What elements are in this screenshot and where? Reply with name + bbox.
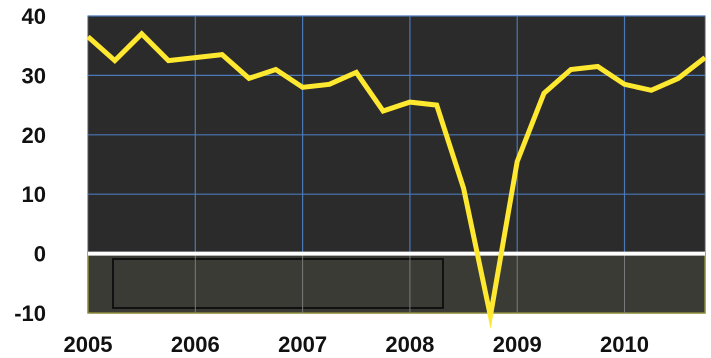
- y-tick-label: 30: [22, 63, 46, 88]
- series-layer: [86, 30, 707, 330]
- y-tick-label: 40: [22, 4, 46, 29]
- y-axis-tick-labels: -10 0 10 20 30 40: [14, 4, 46, 326]
- x-tick-label: 2007: [278, 332, 327, 357]
- x-tick-label: 2009: [493, 332, 542, 357]
- y-tick-label: 0: [34, 242, 46, 267]
- series-line: [86, 30, 707, 330]
- x-tick-label: 2008: [385, 332, 434, 357]
- y-tick-label: 20: [22, 123, 46, 148]
- negative-region: [87, 252, 706, 314]
- inner-box: [112, 258, 444, 309]
- x-axis-tick-labels: 2005 2006 2007 2008 2009 2010: [64, 332, 649, 357]
- x-tick-label: 2006: [171, 332, 220, 357]
- y-tick-label: -10: [14, 301, 46, 326]
- x-tick-label: 2010: [600, 332, 649, 357]
- y-tick-label: 10: [22, 182, 46, 207]
- x-tick-label: 2005: [64, 332, 113, 357]
- gridlines: [88, 15, 705, 313]
